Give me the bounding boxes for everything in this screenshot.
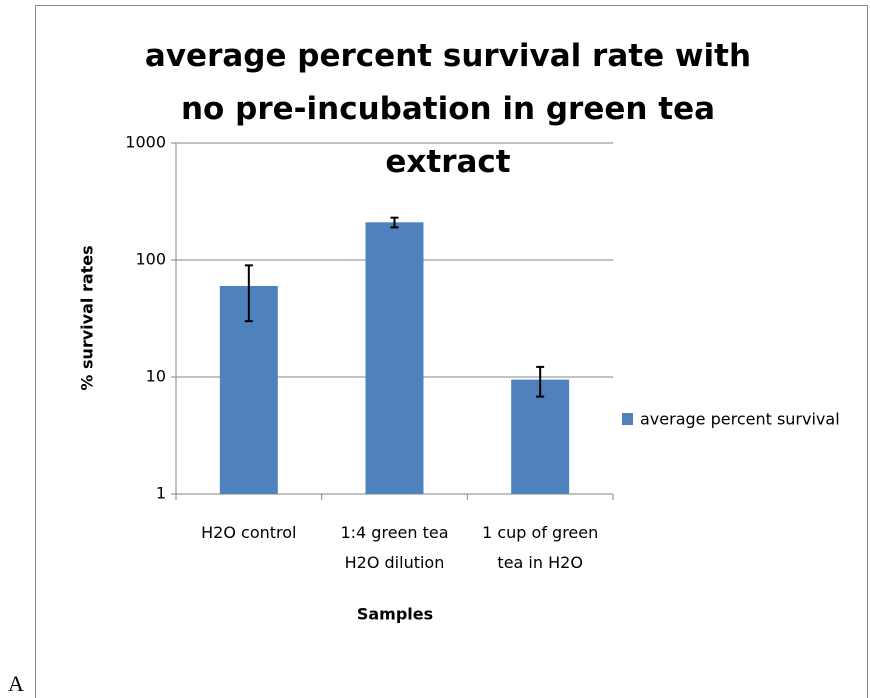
chart-title: average percent survival rate with no pre… <box>145 38 751 180</box>
error-bar <box>390 216 399 229</box>
y-tick-label: 1000 <box>125 133 166 152</box>
error-bar <box>536 365 545 398</box>
x-tick-label: H2O control <box>201 523 296 542</box>
y-tick-label: 1 <box>156 484 166 503</box>
x-axis-label: Samples <box>357 605 433 624</box>
bar <box>511 379 570 494</box>
y-tick-label: 10 <box>146 367 166 386</box>
x-tick-label: 1:4 green tea H2O dilution <box>340 523 448 572</box>
legend-label: average percent survival <box>640 410 840 429</box>
panel-label: A <box>8 671 24 696</box>
y-tick-label: 100 <box>135 250 166 269</box>
bar <box>365 222 424 494</box>
error-bar <box>244 264 253 323</box>
x-tick-label: 1 cup of green tea in H2O <box>482 523 598 572</box>
y-axis-label: % survival rates <box>78 245 97 390</box>
legend-swatch <box>622 413 633 425</box>
chart-frame <box>35 5 868 698</box>
